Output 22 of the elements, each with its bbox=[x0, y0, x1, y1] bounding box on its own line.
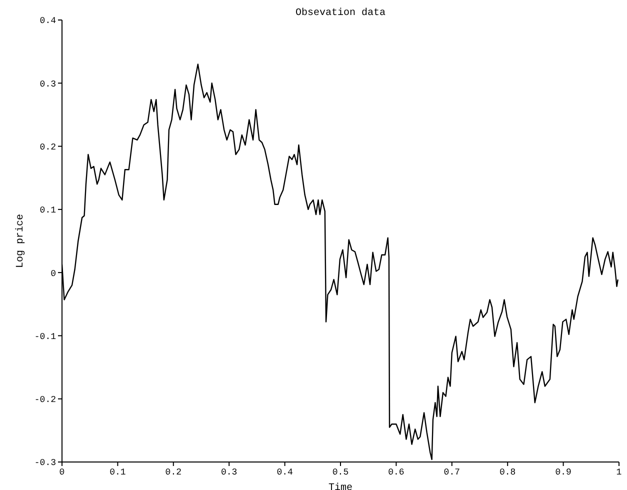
x-tick-label: 0.1 bbox=[110, 467, 126, 478]
x-tick-label: 0.7 bbox=[444, 467, 460, 478]
y-tick-label: 0.3 bbox=[40, 79, 56, 90]
x-tick-label: 0 bbox=[59, 467, 65, 478]
y-axis-title: Log price bbox=[14, 214, 27, 268]
x-tick-label: 0.2 bbox=[165, 467, 182, 478]
x-tick-label: 0.6 bbox=[388, 467, 404, 478]
y-tick-label: 0 bbox=[50, 268, 56, 279]
x-tick-label: 0.8 bbox=[500, 467, 516, 478]
x-tick-label: 1 bbox=[616, 467, 622, 478]
chart-title: Obsevation data bbox=[294, 8, 386, 19]
x-tick-label: 0.4 bbox=[276, 467, 293, 478]
y-tick-label: -0.3 bbox=[34, 458, 56, 468]
x-tick-label: 0.3 bbox=[221, 467, 238, 478]
x-axis-title: Time bbox=[328, 482, 353, 490]
y-tick-label: -0.2 bbox=[34, 395, 56, 406]
x-tick-label: 0.9 bbox=[555, 467, 572, 478]
y-tick-label: -0.1 bbox=[34, 332, 56, 342]
x-tick-label: 0.5 bbox=[332, 467, 349, 478]
y-tick-label: 0.4 bbox=[40, 16, 56, 26]
y-tick-label: 0.2 bbox=[40, 142, 56, 152]
y-tick-label: 0.1 bbox=[40, 206, 56, 216]
